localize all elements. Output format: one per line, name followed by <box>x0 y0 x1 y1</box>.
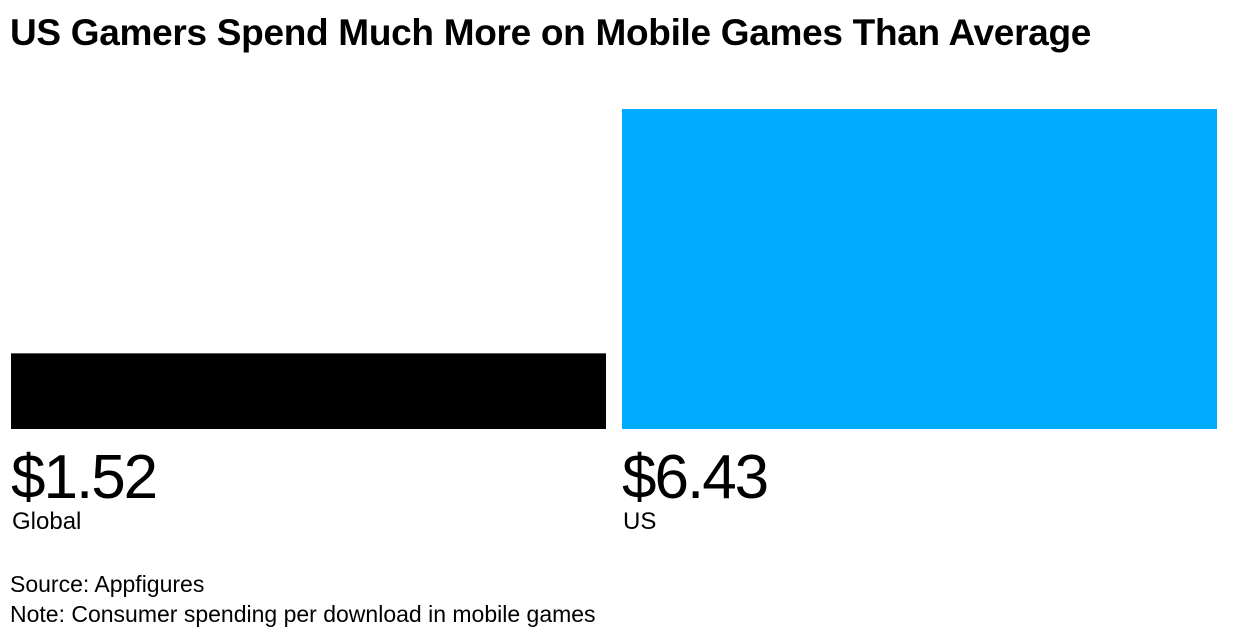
category-label-global: Global <box>12 508 81 535</box>
footnote: Note: Consumer spending per download in … <box>10 601 596 627</box>
category-label-us: US <box>623 508 656 535</box>
bar-us <box>622 109 1217 429</box>
source-note: Source: Appfigures <box>10 571 205 597</box>
chart-title: US Gamers Spend Much More on Mobile Game… <box>10 12 1092 53</box>
chart-footer: Source: Appfigures Note: Consumer spendi… <box>10 569 596 629</box>
value-label-us: $6.43 <box>622 443 767 512</box>
value-label-global: $1.52 <box>11 443 156 512</box>
bar-global <box>11 353 606 429</box>
